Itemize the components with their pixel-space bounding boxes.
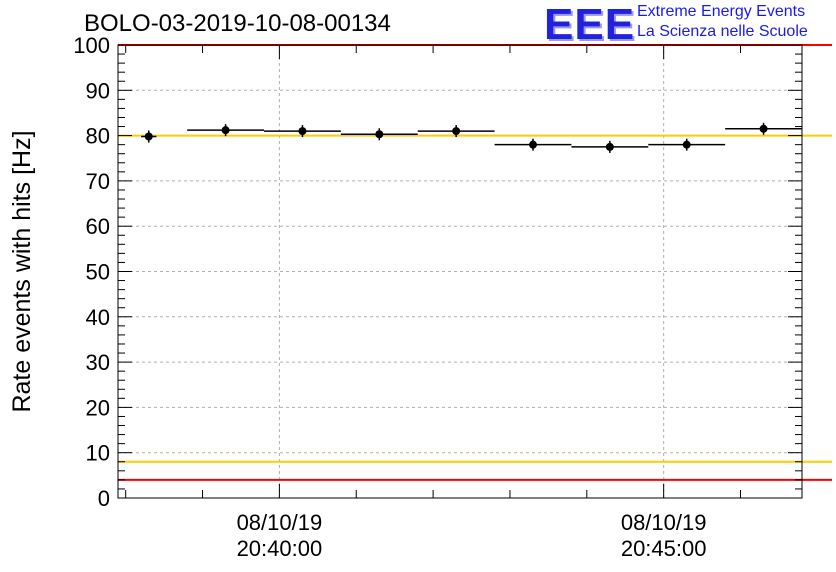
y-tick-label: 90 bbox=[86, 78, 110, 103]
data-point bbox=[375, 130, 384, 139]
y-tick-label: 70 bbox=[86, 169, 110, 194]
x-tick-label-date: 08/10/19 bbox=[237, 510, 323, 535]
logo-caption-line2: La Scienza nelle Scuole bbox=[637, 23, 808, 40]
y-tick-label: 30 bbox=[86, 350, 110, 375]
y-tick-label: 80 bbox=[86, 124, 110, 149]
data-point bbox=[221, 126, 230, 135]
y-tick-label: 40 bbox=[86, 305, 110, 330]
data-point bbox=[682, 140, 691, 149]
data-point bbox=[759, 124, 768, 133]
chart-title: BOLO-03-2019-10-08-00134 bbox=[84, 10, 391, 37]
y-tick-label: 0 bbox=[98, 486, 110, 511]
y-axis-label: Rate events with hits [Hz] bbox=[8, 130, 36, 412]
x-tick-label-time: 20:40:00 bbox=[237, 536, 323, 561]
x-tick-label-date: 08/10/19 bbox=[621, 510, 707, 535]
y-tick-label: 100 bbox=[73, 33, 110, 58]
y-tick-label: 60 bbox=[86, 214, 110, 239]
y-tick-label: 10 bbox=[86, 441, 110, 466]
data-point bbox=[529, 140, 538, 149]
y-tick-label: 20 bbox=[86, 395, 110, 420]
logo-caption-line1: Extreme Energy Events bbox=[637, 3, 806, 20]
y-tick-label: 50 bbox=[86, 260, 110, 285]
x-tick-label-time: 20:45:00 bbox=[621, 536, 707, 561]
data-point bbox=[298, 127, 307, 136]
eee-logo: EEE bbox=[544, 0, 636, 49]
data-point bbox=[144, 132, 153, 141]
data-point bbox=[605, 142, 614, 151]
data-point bbox=[452, 127, 461, 136]
